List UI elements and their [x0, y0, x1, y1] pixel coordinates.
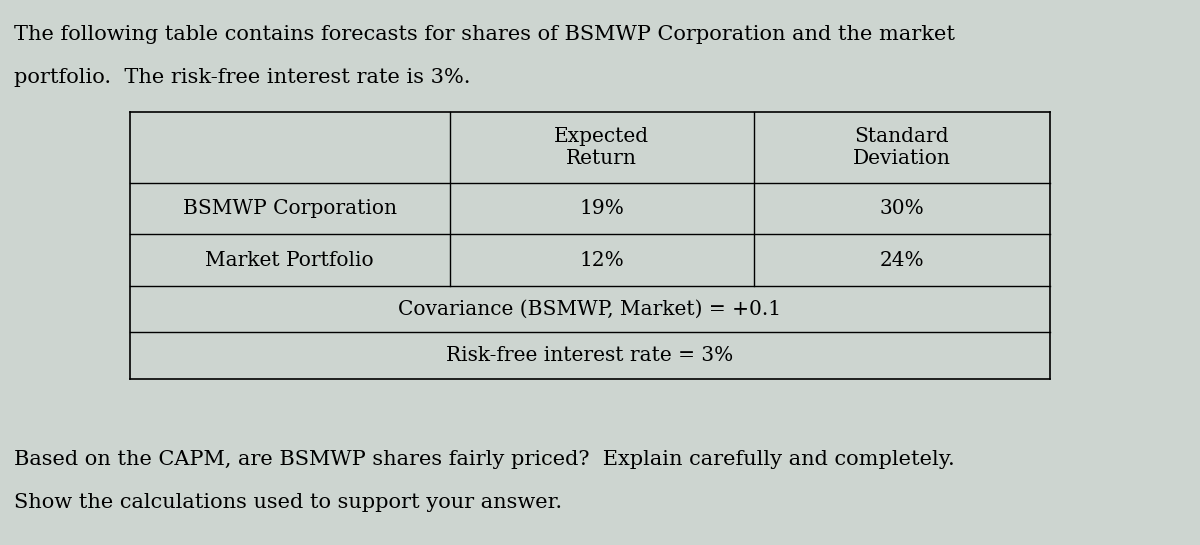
Text: 19%: 19%: [580, 199, 624, 218]
Text: Covariance (BSMWP, Market) = +0.1: Covariance (BSMWP, Market) = +0.1: [398, 300, 781, 319]
Text: The following table contains forecasts for shares of BSMWP Corporation and the m: The following table contains forecasts f…: [14, 25, 955, 44]
Text: Show the calculations used to support your answer.: Show the calculations used to support yo…: [14, 493, 563, 512]
Text: BSMWP Corporation: BSMWP Corporation: [182, 199, 397, 218]
Text: Standard
Deviation: Standard Deviation: [853, 126, 950, 168]
Text: Based on the CAPM, are BSMWP shares fairly priced?  Explain carefully and comple: Based on the CAPM, are BSMWP shares fair…: [14, 450, 955, 469]
Text: Market Portfolio: Market Portfolio: [205, 251, 374, 270]
Text: portfolio.  The risk-free interest rate is 3%.: portfolio. The risk-free interest rate i…: [14, 68, 470, 87]
Text: 30%: 30%: [880, 199, 924, 218]
Text: Expected
Return: Expected Return: [554, 126, 649, 168]
Text: Risk-free interest rate = 3%: Risk-free interest rate = 3%: [446, 346, 733, 365]
Text: 12%: 12%: [580, 251, 624, 270]
Text: 24%: 24%: [880, 251, 924, 270]
